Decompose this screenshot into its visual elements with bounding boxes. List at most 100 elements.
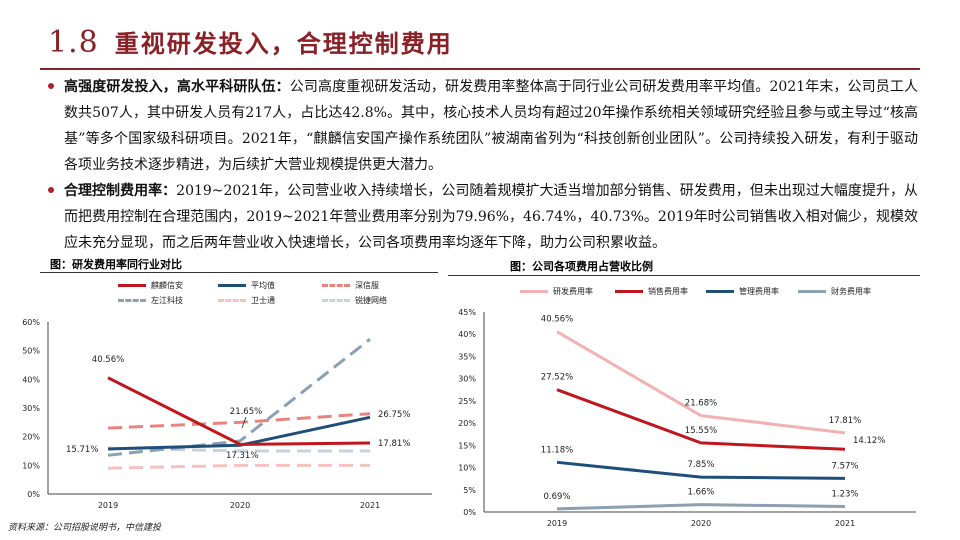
x-tick-label: 2021 [835, 519, 855, 528]
legend-swatch [615, 290, 643, 293]
data-label: 7.85% [687, 460, 714, 470]
series-line [556, 460, 846, 480]
label-leader [241, 416, 247, 429]
legend-item: 财务费用率 [798, 286, 871, 297]
chart1-plot: 0% 10% 20% 30% 40% 50% 60% 2019 2020 2021 40.56% 21… [22, 318, 432, 510]
paragraph-lead: 合理控制费用率： [64, 183, 177, 199]
legend-swatch [520, 290, 548, 293]
chart1-title: 图：研发费用率同行业对比 [50, 258, 182, 271]
chart2-plot: 0% 5% 10% 15% 20% 25% 30% 35% 40% 45% 2019 2020 2021… [458, 308, 916, 528]
y-tick-label: 45% [458, 308, 476, 317]
legend-item: 锐捷网络 [322, 295, 387, 306]
y-tick-label: 50% [22, 347, 40, 356]
data-label: 11.18% [541, 445, 573, 455]
y-tick-label: 20% [458, 419, 476, 428]
data-label: 14.12% [853, 436, 885, 446]
x-tick-label: 2019 [98, 501, 118, 510]
data-label: 26.75% [378, 410, 410, 420]
y-tick-label: 30% [22, 404, 40, 413]
section-number: 1.8 [48, 25, 99, 60]
legend-label: 深信服 [355, 281, 379, 290]
data-label: 7.57% [831, 461, 858, 471]
legend-swatch [322, 299, 350, 302]
y-tick-label: 15% [458, 441, 476, 450]
y-tick-label: 40% [22, 375, 40, 384]
y-tick-label: 20% [22, 433, 40, 442]
legend-swatch [118, 284, 146, 287]
paragraph-rd: 高强度研发投入，高水平科研队伍：公司高度重视研发活动，研发费用率整体高于同行业公… [48, 74, 918, 178]
paragraph-lead: 高强度研发投入，高水平科研队伍： [64, 79, 290, 95]
legend-swatch [218, 299, 246, 302]
chart2-title-rule [448, 275, 920, 276]
data-label: 27.52% [541, 373, 573, 383]
series-line [107, 463, 370, 470]
legend-label: 销售费用率 [648, 287, 688, 296]
series-line [556, 330, 846, 435]
data-label: 15.55% [685, 426, 717, 436]
data-label: 1.66% [687, 488, 714, 498]
legend-item: 平均值 [218, 280, 275, 291]
data-label: 17.81% [829, 416, 861, 426]
x-tick-label: 2020 [691, 519, 711, 528]
legend-label: 研发费用率 [553, 287, 593, 296]
page-title: 重视研发投入，合理控制费用 [114, 30, 453, 58]
series-line [107, 376, 371, 446]
page-header: 1.8 重视研发投入，合理控制费用 [48, 24, 453, 64]
legend-label: 平均值 [251, 281, 275, 290]
data-label: 40.56% [541, 315, 573, 325]
paragraph-cost: 合理控制费用率：2019~2021年，公司营业收入持续增长，公司随着规模扩大适当… [48, 178, 918, 256]
legend-item: 麒麟信安 [118, 280, 183, 291]
legend-label: 锐捷网络 [355, 296, 387, 305]
x-tick-label: 2019 [547, 519, 567, 528]
title-divider [40, 68, 920, 70]
x-tick-label: 2021 [360, 501, 380, 510]
body-text: 高强度研发投入，高水平科研队伍：公司高度重视研发活动，研发费用率整体高于同行业公… [48, 74, 918, 256]
series-line [107, 338, 371, 457]
series-line [556, 503, 846, 511]
x-tick-label: 2020 [230, 501, 250, 510]
legend-label: 左江科技 [151, 296, 183, 305]
legend-label: 管理费用率 [739, 287, 779, 296]
data-label: 21.68% [685, 399, 717, 409]
series-line [556, 388, 846, 451]
y-tick-label: 30% [458, 375, 476, 384]
data-label: 1.23% [831, 490, 858, 500]
bullet-icon [48, 83, 54, 89]
y-tick-label: 40% [458, 330, 476, 339]
paragraph-body: 2019~2021年，公司营业收入持续增长，公司随着规模扩大适当增加部分销售、研… [64, 183, 918, 251]
data-label: 40.56% [92, 355, 124, 365]
legend-item: 研发费用率 [520, 286, 593, 297]
legend-swatch [118, 299, 146, 302]
legend-item: 深信服 [322, 280, 379, 291]
legend-swatch [798, 290, 826, 293]
chart2-title: 图：公司各项费用占营收比例 [510, 260, 653, 273]
legend-swatch [218, 284, 246, 287]
data-label: 15.71% [66, 445, 98, 455]
y-tick-label: 25% [458, 397, 476, 406]
chart1-title-rule [40, 272, 438, 273]
data-label: 17.81% [378, 439, 410, 449]
y-tick-label: 35% [458, 352, 476, 361]
legend-swatch [706, 290, 734, 293]
legend-item: 销售费用率 [615, 286, 688, 297]
y-tick-label: 0% [463, 508, 476, 517]
data-label: 0.69% [543, 492, 570, 502]
y-tick-label: 10% [22, 461, 40, 470]
series-line [107, 412, 371, 430]
source-note: 资料来源：公司招股说明书，中信建投 [8, 523, 162, 533]
y-tick-label: 60% [22, 318, 40, 327]
legend-item: 卫士通 [218, 295, 275, 306]
bullet-icon [48, 187, 54, 193]
legend-item: 管理费用率 [706, 286, 779, 297]
data-label: 21.65% [230, 407, 262, 417]
legend-item: 左江科技 [118, 295, 183, 306]
paragraph-body: 公司高度重视研发活动，研发费用率整体高于同行业公司研发费用率平均值。2021年末… [64, 79, 918, 173]
data-label: 17.31% [226, 451, 258, 461]
y-tick-label: 5% [463, 486, 476, 495]
legend-label: 卫士通 [251, 296, 275, 305]
y-tick-label: 0% [27, 490, 40, 499]
legend-label: 麒麟信安 [151, 281, 183, 290]
y-tick-label: 10% [458, 464, 476, 473]
legend-label: 财务费用率 [831, 287, 871, 296]
